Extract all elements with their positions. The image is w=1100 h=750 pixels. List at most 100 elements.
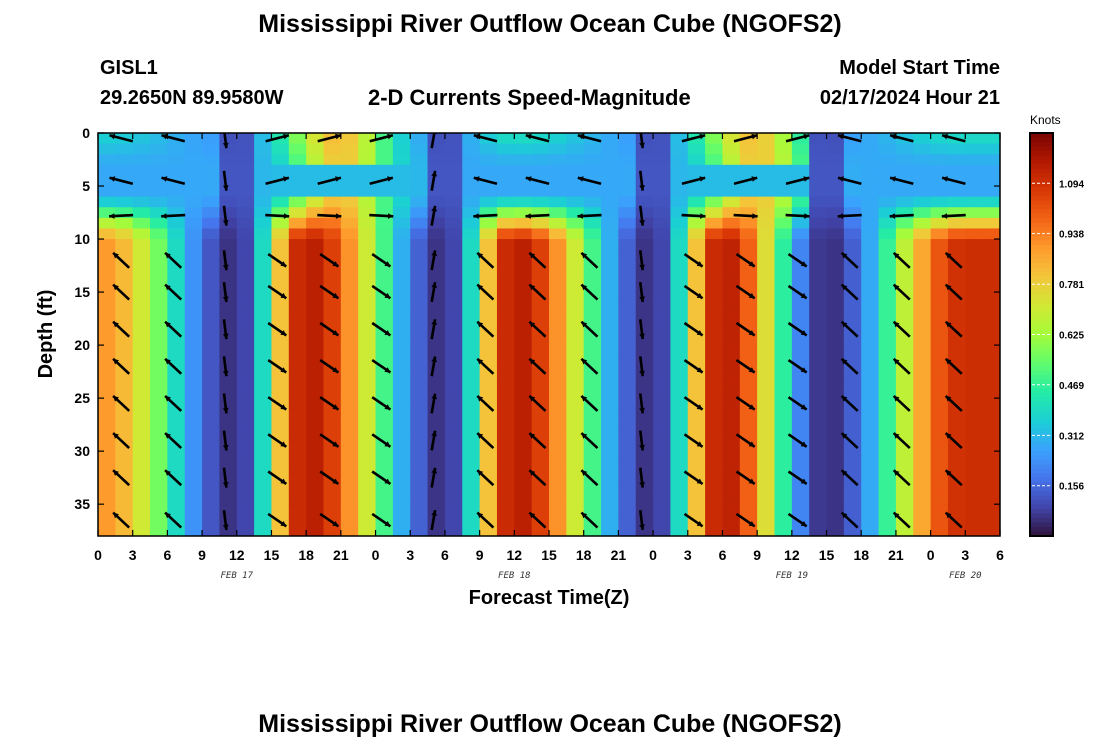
heatmap-cell xyxy=(947,239,966,251)
heatmap-cell xyxy=(375,186,394,198)
heatmap-cell xyxy=(930,451,949,463)
heatmap-cell xyxy=(288,154,307,166)
heatmap-cell xyxy=(826,461,845,473)
heatmap-cell xyxy=(150,334,168,346)
heatmap-cell xyxy=(653,323,672,336)
heatmap-cell xyxy=(826,355,845,367)
current-arrow xyxy=(580,432,599,450)
heatmap-cell xyxy=(549,292,567,304)
heatmap-cell xyxy=(496,292,515,304)
heatmap-cell xyxy=(947,302,966,314)
heatmap-cell xyxy=(913,514,932,526)
heatmap-cell xyxy=(809,143,828,155)
heatmap-cell xyxy=(98,376,116,389)
heatmap-cell xyxy=(705,302,724,314)
heatmap-cell xyxy=(392,292,411,304)
heatmap-cell xyxy=(496,143,515,155)
heatmap-cell xyxy=(826,429,845,442)
colorbar-tick-label: 0.156 xyxy=(1059,482,1084,493)
current-arrow xyxy=(840,511,859,529)
heatmap-cell xyxy=(947,419,966,431)
heatmap-cell xyxy=(496,228,515,240)
heatmap-cell xyxy=(323,461,342,473)
heatmap-cell xyxy=(358,313,377,325)
heatmap-cell xyxy=(444,239,463,251)
heatmap-cell xyxy=(843,313,862,325)
current-arrow xyxy=(639,510,645,531)
colorbar-swatch xyxy=(1030,352,1053,358)
heatmap-cell xyxy=(202,398,221,410)
current-arrow xyxy=(112,283,131,301)
heatmap-cell xyxy=(930,504,949,516)
current-arrow xyxy=(840,320,859,338)
heatmap-cell xyxy=(496,419,515,431)
heatmap-cell xyxy=(809,366,828,378)
heatmap-cell xyxy=(895,461,914,473)
heatmap-cell xyxy=(531,292,550,304)
heatmap-cell xyxy=(601,228,619,240)
heatmap-cell xyxy=(479,345,498,357)
current-arrow xyxy=(161,213,186,219)
heatmap-cell xyxy=(687,281,706,293)
heatmap-cell xyxy=(427,323,446,336)
colorbar-swatch xyxy=(1030,258,1053,264)
heatmap-cell xyxy=(930,260,949,272)
heatmap-cell xyxy=(167,514,186,526)
heatmap-cell xyxy=(878,175,897,187)
heatmap-cell xyxy=(618,270,637,283)
current-arrow xyxy=(840,357,859,375)
current-arrow xyxy=(733,176,758,185)
current-arrow xyxy=(735,512,756,528)
heatmap-cell xyxy=(566,228,585,240)
heatmap-cell xyxy=(809,493,828,505)
heatmap-cell xyxy=(392,270,411,283)
heatmap-cell xyxy=(982,472,1000,484)
heatmap-cell xyxy=(895,376,914,389)
heatmap-cell xyxy=(965,451,984,463)
heatmap-cell xyxy=(878,398,897,410)
heatmap-cell xyxy=(219,419,238,431)
heatmap-cell xyxy=(236,398,255,410)
heatmap-cell xyxy=(514,143,533,155)
heatmap-cell xyxy=(202,472,221,484)
heatmap-cell xyxy=(687,376,706,389)
colorbar-swatch xyxy=(1030,164,1053,170)
heatmap-cell xyxy=(618,281,637,293)
heatmap-cell xyxy=(254,408,273,420)
heatmap-cell xyxy=(375,143,394,155)
heatmap-cell xyxy=(653,345,672,357)
heatmap-cell xyxy=(549,133,567,145)
heatmap-cell xyxy=(878,334,897,346)
colorbar-swatch xyxy=(1030,213,1053,219)
heatmap-cell xyxy=(132,217,151,230)
heatmap-cell xyxy=(132,323,151,336)
heatmap-cell xyxy=(601,429,619,442)
heatmap-cell xyxy=(670,302,689,314)
current-arrow xyxy=(525,133,550,143)
heatmap-cell xyxy=(774,323,793,336)
current-arrow xyxy=(528,283,547,301)
heatmap-cell xyxy=(167,525,186,536)
colorbar-swatch xyxy=(1030,397,1053,403)
heatmap-cell xyxy=(757,440,776,452)
current-arrow xyxy=(840,432,859,450)
colorbar-swatch xyxy=(1030,307,1053,313)
heatmap-cell xyxy=(410,302,429,314)
heatmap-cell xyxy=(705,398,724,410)
heatmap-cell xyxy=(774,440,793,452)
heatmap-cell xyxy=(653,525,672,536)
current-arrow xyxy=(941,176,966,185)
heatmap-cell xyxy=(496,376,515,389)
heatmap-cell xyxy=(323,164,342,177)
heatmap-cell xyxy=(132,186,151,198)
heatmap-cell xyxy=(236,482,255,495)
heatmap-cell xyxy=(878,429,897,442)
colorbar-swatch xyxy=(1030,330,1053,336)
colorbar-swatch xyxy=(1030,509,1053,515)
heatmap-cell xyxy=(375,302,394,314)
heatmap-cell xyxy=(722,366,741,378)
heatmap-cell xyxy=(739,164,758,177)
heatmap-cell xyxy=(496,196,515,208)
heatmap-cell xyxy=(809,196,828,208)
heatmap-cell xyxy=(98,461,116,473)
